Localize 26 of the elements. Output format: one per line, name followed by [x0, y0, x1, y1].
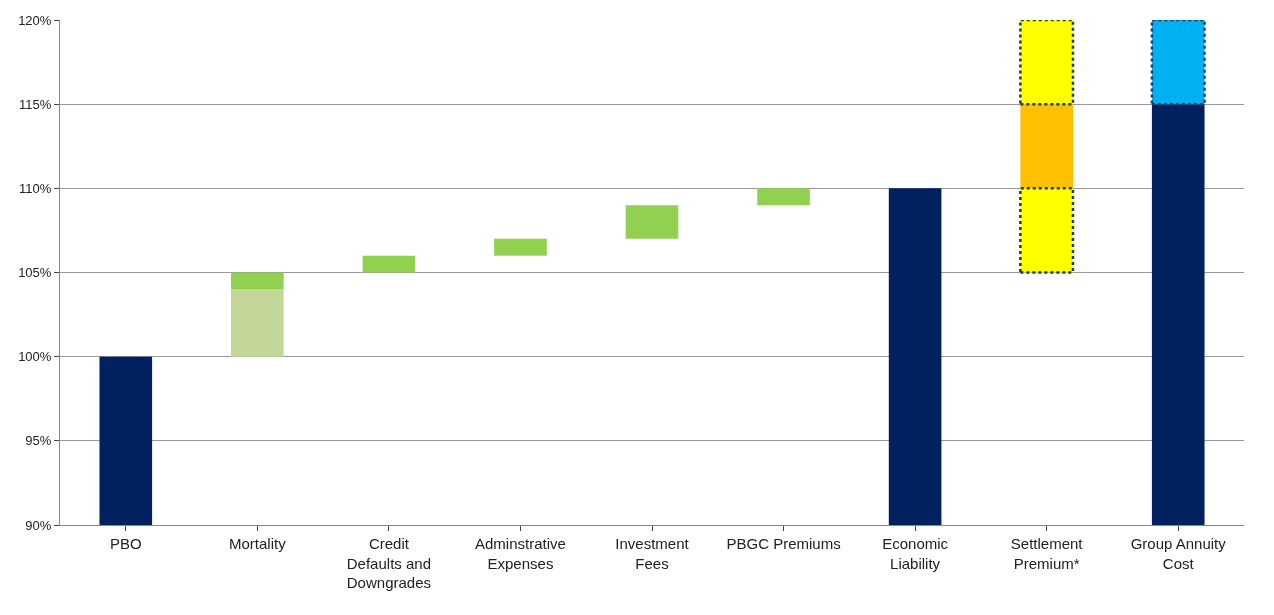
y-tick-label: 100% [18, 349, 52, 365]
bar [888, 188, 942, 525]
bar [362, 255, 416, 273]
x-tick-label: Adminstrative Expenses [475, 535, 566, 572]
x-tick-label: Economic Liability [882, 535, 949, 572]
y-tick-label: 105% [18, 265, 52, 281]
x-tick-label: PBO [109, 535, 142, 552]
x-tick-label: Mortality [228, 535, 287, 552]
bar [625, 205, 679, 239]
y-tick-label: 90% [25, 517, 52, 533]
bar [99, 356, 153, 525]
x-tick-label: Group Annuity Cost [1130, 535, 1227, 572]
y-tick-label: 95% [25, 433, 52, 449]
x-tick-label: Investment Fees [615, 535, 690, 572]
y-tick-label: 120% [18, 12, 52, 28]
bar [231, 289, 284, 357]
bar [231, 272, 284, 290]
y-tick-label: 110% [19, 180, 52, 196]
y-tick-label: 115% [19, 96, 52, 112]
x-tick-label: Credit Defaults and Downgrades [346, 535, 432, 591]
bar [757, 188, 810, 206]
bar [494, 238, 547, 256]
x-tick-label: Settlement Premium* [1010, 535, 1084, 572]
bar [1020, 104, 1073, 189]
bar [1151, 104, 1205, 525]
x-tick-label: PBGC Premiums [726, 535, 841, 552]
